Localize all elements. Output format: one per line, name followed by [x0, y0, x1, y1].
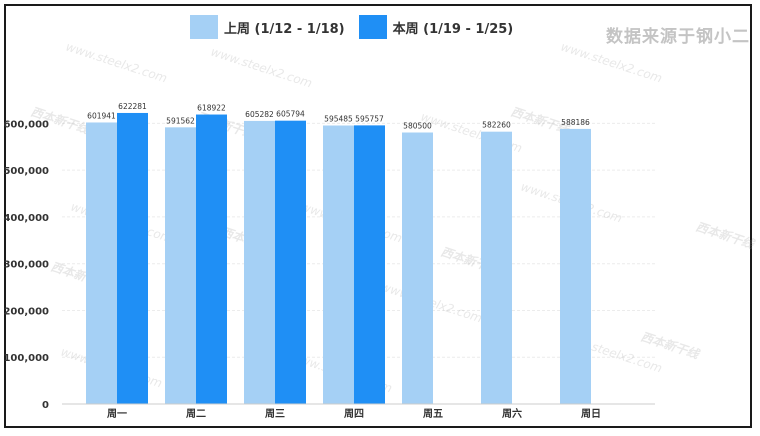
bar-value-label: 580500 [403, 122, 432, 131]
bar-this-week[interactable] [354, 125, 385, 405]
bar-last-week[interactable] [481, 131, 512, 405]
bar-last-week[interactable] [165, 127, 196, 405]
x-tick-label: 周日 [581, 408, 601, 420]
source-note: 数据来源于钢小二 [606, 27, 750, 47]
x-tick-label: 周一 [107, 408, 127, 420]
legend-item-last-week[interactable]: 上周 (1/12 - 1/18) [190, 15, 345, 39]
y-tick-label: 600,000 [3, 119, 49, 130]
bar-value-label: 618922 [197, 104, 226, 113]
bar-last-week[interactable] [86, 122, 117, 405]
bar-last-week[interactable] [402, 132, 433, 404]
legend-item-this-week[interactable]: 本周 (1/19 - 1/25) [358, 15, 514, 39]
y-tick-label: 400,000 [3, 213, 49, 224]
bar-this-week[interactable] [117, 112, 148, 405]
bar-value-label: 595757 [355, 114, 384, 123]
bar-value-label: 605794 [276, 110, 305, 119]
x-tick-label: 周五 [423, 408, 443, 420]
bar-value-label: 595485 [324, 114, 353, 123]
watermark-text: www.steelx2.com [209, 45, 314, 91]
bar-last-week[interactable] [323, 125, 354, 404]
x-tick-label: 周二 [186, 408, 206, 420]
bar-value-label: 601941 [87, 111, 116, 120]
legend-label-this-week: 本周 (1/19 - 1/25) [392, 21, 514, 37]
legend-swatch-last-week [190, 15, 218, 39]
y-tick-label: 0 [42, 400, 49, 411]
x-tick-label: 周三 [265, 408, 285, 420]
y-tick-label: 500,000 [3, 166, 49, 177]
y-tick-label: 200,000 [3, 306, 49, 317]
x-tick-label: 周四 [344, 408, 364, 420]
legend: 上周 (1/12 - 1/18) 本周 (1/19 - 1/25) [190, 14, 513, 40]
legend-label-last-week: 上周 (1/12 - 1/18) [224, 21, 345, 37]
bar-value-label: 591562 [166, 116, 195, 125]
bar-this-week[interactable] [275, 120, 306, 404]
y-tick-label: 300,000 [3, 260, 49, 271]
x-axis: 周一 周二 周三 周四 周五 周六 周日 [62, 403, 655, 420]
bar-value-label: 605282 [245, 110, 274, 119]
bar-last-week[interactable] [244, 120, 275, 405]
bar-value-label: 622281 [118, 102, 147, 111]
bar-value-label: 588186 [561, 118, 590, 127]
bar-last-week[interactable] [560, 128, 591, 405]
bar-this-week[interactable] [196, 114, 227, 404]
legend-swatch-this-week [358, 15, 387, 39]
y-tick-label: 100,000 [3, 353, 49, 364]
bars [86, 112, 591, 405]
watermark-text: www.steelx2.com [64, 40, 169, 86]
bar-value-label: 582260 [482, 121, 511, 130]
x-tick-label: 周六 [502, 407, 522, 420]
watermark-logo: 西本新干线 [694, 220, 757, 252]
y-axis: 0 100,000 200,000 300,000 400,000 500,000 600,… [3, 119, 49, 411]
